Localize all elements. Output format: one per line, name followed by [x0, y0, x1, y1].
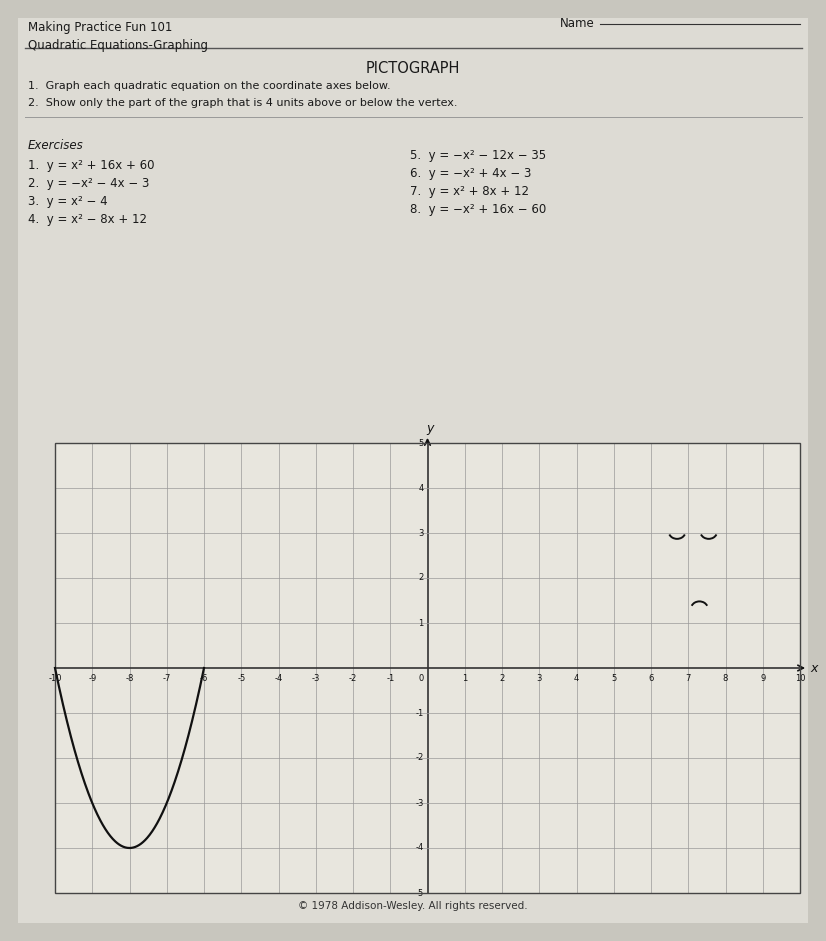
- Text: 1: 1: [462, 674, 468, 683]
- Text: 4: 4: [418, 484, 424, 492]
- Text: -4: -4: [274, 674, 282, 683]
- Text: 2.  y = −x² − 4x − 3: 2. y = −x² − 4x − 3: [28, 177, 150, 190]
- Text: 5: 5: [418, 439, 424, 448]
- Text: -5: -5: [415, 888, 424, 898]
- Text: -5: -5: [237, 674, 245, 683]
- Text: Quadratic Equations-Graphing: Quadratic Equations-Graphing: [28, 39, 208, 52]
- Text: © 1978 Addison-Wesley. All rights reserved.: © 1978 Addison-Wesley. All rights reserv…: [298, 901, 528, 911]
- Text: PICTOGRAPH: PICTOGRAPH: [366, 61, 460, 76]
- Text: -10: -10: [48, 674, 62, 683]
- Bar: [55, 443, 800, 893]
- Text: 7.  y = x² + 8x + 12: 7. y = x² + 8x + 12: [410, 185, 529, 198]
- Text: Exercises: Exercises: [28, 139, 83, 152]
- Text: -1: -1: [386, 674, 394, 683]
- Text: 3: 3: [418, 529, 424, 537]
- Text: 5.  y = −x² − 12x − 35: 5. y = −x² − 12x − 35: [410, 149, 546, 162]
- Text: 1.  Graph each quadratic equation on the coordinate axes below.: 1. Graph each quadratic equation on the …: [28, 81, 391, 91]
- Text: 4: 4: [574, 674, 579, 683]
- Text: Name: Name: [560, 17, 595, 30]
- Bar: [55, 443, 800, 893]
- Text: 1.  y = x² + 16x + 60: 1. y = x² + 16x + 60: [28, 159, 154, 172]
- Text: 8: 8: [723, 674, 729, 683]
- Text: 2.  Show only the part of the graph that is 4 units above or below the vertex.: 2. Show only the part of the graph that …: [28, 98, 458, 108]
- Text: -2: -2: [415, 754, 424, 762]
- FancyBboxPatch shape: [18, 18, 808, 923]
- Text: -6: -6: [200, 674, 208, 683]
- Text: 0: 0: [418, 674, 424, 683]
- Text: 9: 9: [760, 674, 766, 683]
- Text: -4: -4: [415, 843, 424, 853]
- Text: 3: 3: [537, 674, 542, 683]
- Text: 1: 1: [418, 618, 424, 628]
- Text: -9: -9: [88, 674, 97, 683]
- Text: 2: 2: [500, 674, 505, 683]
- Text: 7: 7: [686, 674, 691, 683]
- Text: 6: 6: [648, 674, 653, 683]
- Text: Making Practice Fun 101: Making Practice Fun 101: [28, 21, 173, 34]
- Text: 8.  y = −x² + 16x − 60: 8. y = −x² + 16x − 60: [410, 203, 546, 216]
- Text: -7: -7: [163, 674, 171, 683]
- Text: x: x: [810, 662, 818, 675]
- Text: 2: 2: [418, 573, 424, 582]
- Text: 10: 10: [795, 674, 805, 683]
- Text: -8: -8: [126, 674, 134, 683]
- Text: 4.  y = x² − 8x + 12: 4. y = x² − 8x + 12: [28, 213, 147, 226]
- Text: 6.  y = −x² + 4x − 3: 6. y = −x² + 4x − 3: [410, 167, 531, 180]
- Text: y: y: [426, 422, 433, 435]
- Text: -1: -1: [415, 709, 424, 717]
- Text: -3: -3: [311, 674, 320, 683]
- Text: 5: 5: [611, 674, 616, 683]
- Text: -3: -3: [415, 799, 424, 807]
- Text: 3.  y = x² − 4: 3. y = x² − 4: [28, 195, 107, 208]
- Text: -2: -2: [349, 674, 357, 683]
